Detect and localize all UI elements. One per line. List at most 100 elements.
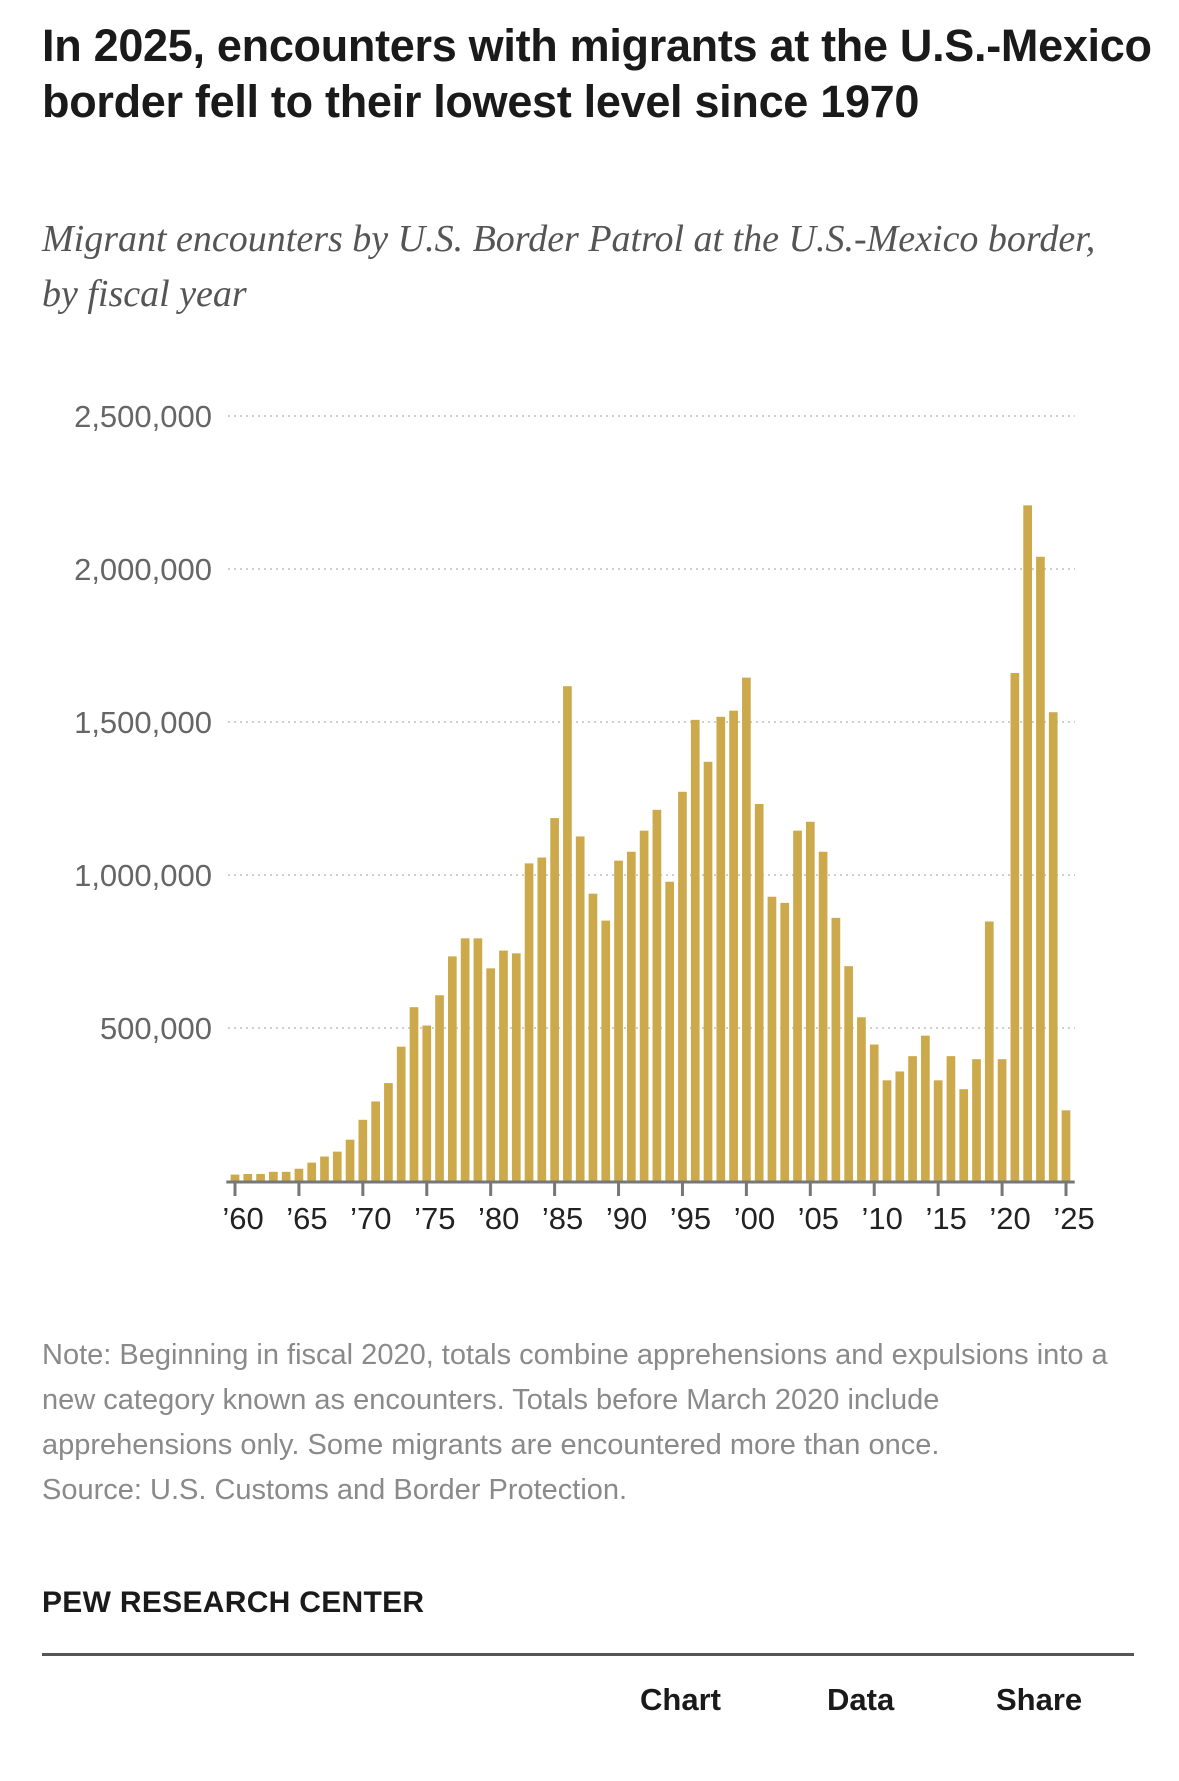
x-tick-label: ’75 — [414, 1201, 455, 1236]
note-text: Note: Beginning in fiscal 2020, totals c… — [42, 1339, 1108, 1461]
x-tick-label: ’25 — [1053, 1201, 1094, 1236]
y-axis-labels: 500,000 1,000,000 1,500,000 2,000,000 2,500,… — [74, 399, 212, 1046]
bar-2017 — [959, 1089, 969, 1181]
bar-1997 — [703, 761, 713, 1181]
bar-1993 — [652, 809, 662, 1181]
bar-1979 — [473, 938, 483, 1181]
bar-1973 — [396, 1046, 406, 1181]
bar-2003 — [780, 902, 790, 1181]
bar-2011 — [882, 1080, 892, 1181]
bar-2014 — [921, 1035, 930, 1181]
bar-2002 — [767, 896, 777, 1181]
bar-1972 — [384, 1083, 393, 1181]
y-tick-label: 2,500,000 — [74, 399, 212, 434]
bar-1994 — [665, 881, 675, 1181]
bar-2007 — [831, 917, 841, 1181]
bar-1990 — [614, 860, 623, 1181]
source-text: Source: U.S. Customs and Border Protecti… — [42, 1474, 628, 1506]
bar-2025 — [1061, 1110, 1071, 1181]
y-tick-label: 1,000,000 — [74, 858, 212, 893]
bar-1980 — [486, 968, 496, 1181]
bar-1978 — [460, 938, 470, 1181]
data-tab-button[interactable]: Data — [827, 1666, 894, 1734]
bar-1996 — [690, 719, 700, 1181]
bar-1968 — [332, 1151, 342, 1181]
bar-1977 — [447, 956, 457, 1181]
bar-1960 — [230, 1174, 240, 1181]
bar-1985 — [550, 818, 559, 1181]
bar-1992 — [639, 830, 649, 1181]
bar-1981 — [499, 950, 508, 1181]
bars — [230, 505, 1071, 1181]
bar-2022 — [1023, 505, 1032, 1181]
x-tick-label: ’10 — [862, 1201, 903, 1236]
bar-1971 — [371, 1101, 380, 1181]
pew-research-center-logo: PEW RESEARCH CENTER — [42, 1586, 425, 1619]
bar-1986 — [563, 686, 572, 1181]
bar-2006 — [818, 851, 828, 1181]
bar-2023 — [1036, 556, 1045, 1181]
bar-2021 — [1010, 673, 1020, 1181]
bar-1998 — [716, 716, 726, 1181]
bar-2013 — [908, 1056, 917, 1181]
bar-chart: 500,000 1,000,000 1,500,000 2,000,000 2,500,… — [74, 399, 1095, 1236]
bar-2018 — [972, 1059, 981, 1181]
bar-2024 — [1048, 712, 1058, 1181]
chart-subtitle: Migrant encounters by U.S. Border Patrol… — [42, 218, 1096, 315]
x-tick-label: ’15 — [925, 1201, 966, 1236]
x-tick-label: ’85 — [542, 1201, 583, 1236]
bar-2008 — [844, 966, 854, 1181]
bar-1967 — [320, 1156, 329, 1181]
chart-title: In 2025, encounters with migrants at the… — [42, 20, 1152, 127]
bar-2010 — [869, 1044, 879, 1181]
y-tick-label: 1,500,000 — [74, 705, 212, 740]
x-tick-label: ’65 — [286, 1201, 327, 1236]
bar-1983 — [524, 863, 534, 1181]
bar-1963 — [269, 1171, 278, 1181]
bar-2009 — [857, 1017, 866, 1181]
bar-1995 — [678, 791, 687, 1181]
bar-2001 — [754, 804, 764, 1181]
x-tick-label: ’60 — [222, 1201, 263, 1236]
bar-1982 — [511, 953, 521, 1181]
bar-2012 — [895, 1071, 905, 1181]
bar-2019 — [984, 921, 994, 1181]
x-tick-label: ’80 — [478, 1201, 519, 1236]
bar-1984 — [537, 857, 547, 1181]
bar-2000 — [742, 677, 751, 1181]
bar-2015 — [933, 1080, 943, 1181]
bar-1965 — [294, 1168, 304, 1181]
bar-1962 — [256, 1173, 265, 1181]
bar-2020 — [997, 1059, 1007, 1181]
x-axis-labels: ’60 ’65 ’70 ’75 ’80 ’85 ’90 ’95 ’00 ’05 ’10 ’15 ’20 ’… — [222, 1201, 1094, 1236]
bar-1966 — [307, 1162, 317, 1181]
chart-notes: Note: Beginning in fiscal 2020, totals c… — [42, 1333, 1122, 1513]
bar-1989 — [601, 920, 611, 1181]
x-tick-label: ’70 — [350, 1201, 391, 1236]
x-tick-label: ’90 — [606, 1201, 647, 1236]
bar-1969 — [345, 1139, 355, 1181]
bar-1961 — [243, 1173, 253, 1181]
bar-1964 — [281, 1171, 291, 1181]
x-tick-label: ’95 — [670, 1201, 711, 1236]
bar-1999 — [729, 710, 738, 1181]
gridlines — [228, 415, 1075, 1029]
y-tick-label: 500,000 — [100, 1011, 212, 1046]
bar-1976 — [435, 995, 444, 1181]
x-tick-label: ’20 — [989, 1201, 1030, 1236]
bar-1991 — [626, 851, 636, 1181]
x-axis — [226, 1180, 1075, 1196]
bar-1975 — [422, 1025, 432, 1181]
bar-1970 — [358, 1119, 368, 1181]
y-tick-label: 2,000,000 — [74, 552, 212, 587]
bar-1988 — [588, 893, 598, 1181]
x-tick-label: ’00 — [734, 1201, 775, 1236]
x-tick-label: ’05 — [798, 1201, 839, 1236]
bar-2005 — [805, 821, 815, 1181]
share-button[interactable]: Share — [996, 1666, 1082, 1734]
bar-2016 — [946, 1056, 956, 1181]
chart-tab-button[interactable]: Chart — [640, 1666, 721, 1734]
bar-1974 — [409, 1007, 419, 1181]
bar-2004 — [793, 830, 802, 1181]
divider — [42, 1653, 1134, 1656]
